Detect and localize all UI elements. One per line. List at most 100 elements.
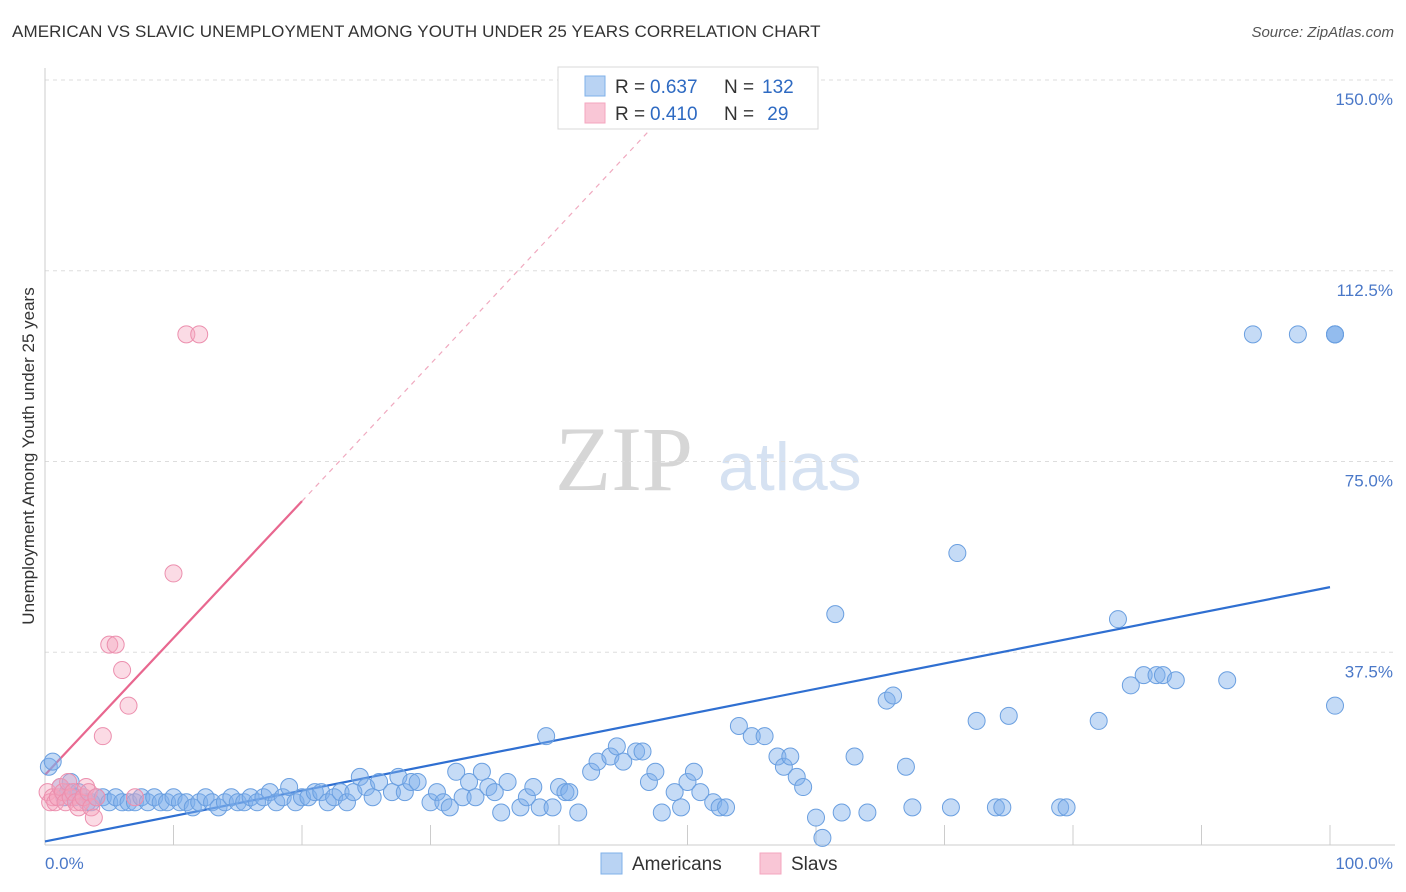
- point-americans-75: [517, 788, 536, 807]
- point-americans-100: [710, 798, 729, 817]
- legend-bottom-slavs: Slavs: [791, 854, 837, 875]
- point-americans-54: [363, 788, 382, 807]
- point-slavs-8: [59, 772, 78, 791]
- point-slavs-27: [177, 325, 196, 344]
- point-americans-95: [672, 798, 691, 817]
- point-americans-110: [807, 808, 825, 827]
- y-tick-label-0: 37.5%: [1345, 662, 1393, 681]
- point-americans-115: [858, 803, 877, 822]
- point-americans-89: [627, 742, 646, 761]
- point-americans-49: [331, 783, 350, 802]
- legend-n-value-americans: 132: [762, 77, 794, 98]
- point-americans-124: [993, 798, 1012, 817]
- point-americans-103: [742, 727, 761, 746]
- point-americans-128: [1089, 711, 1108, 730]
- point-americans-61: [421, 793, 440, 812]
- legend-bottom-swatch-slavs: [759, 852, 782, 875]
- point-americans-137: [1288, 325, 1307, 344]
- point-americans-93: [652, 803, 671, 822]
- y-tick-label-3: 150.0%: [1335, 90, 1393, 109]
- point-americans-94: [665, 783, 684, 802]
- grid-lines: [45, 79, 1395, 653]
- point-slavs-28: [190, 325, 209, 344]
- point-americans-106: [774, 757, 793, 776]
- point-americans-123: [986, 798, 1005, 817]
- point-slavs-12: [69, 798, 88, 817]
- point-americans-81: [556, 783, 575, 802]
- legend-swatch-americans: [584, 75, 606, 97]
- source-label: Source: ZipAtlas.com: [1251, 24, 1394, 41]
- point-americans-120: [941, 798, 960, 817]
- point-slavs-21: [100, 635, 119, 654]
- point-americans-132: [1147, 666, 1166, 685]
- chart-title: AMERICAN VS SLAVIC UNEMPLOYMENT AMONG YO…: [12, 22, 821, 41]
- point-americans-119: [903, 798, 922, 817]
- legend-series: Americans Slavs: [600, 852, 837, 875]
- point-americans-60: [408, 772, 427, 791]
- point-americans-66: [453, 788, 472, 807]
- point-americans-102: [729, 717, 748, 736]
- point-americans-127: [1057, 798, 1076, 817]
- trend-line-slavs-extended: [301, 130, 650, 502]
- point-slavs-14: [74, 788, 93, 807]
- point-slavs-23: [113, 661, 132, 680]
- point-americans-62: [427, 783, 446, 802]
- point-americans-76: [524, 778, 543, 797]
- point-americans-126: [1051, 798, 1070, 817]
- point-americans-129: [1108, 610, 1127, 629]
- point-americans-140: [1326, 325, 1344, 344]
- legend-n-label-americans: N =: [724, 77, 754, 98]
- point-americans-113: [832, 803, 851, 822]
- point-slavs-20: [93, 727, 112, 746]
- point-americans-122: [967, 711, 986, 730]
- point-americans-109: [794, 778, 813, 797]
- y-tick-label-2: 112.5%: [1337, 281, 1393, 300]
- point-americans-55: [370, 772, 389, 791]
- point-americans-41: [280, 778, 299, 797]
- point-americans-130: [1121, 676, 1140, 695]
- point-americans-91: [639, 772, 658, 791]
- point-americans-107: [781, 747, 800, 766]
- legend-r-label-slavs: R =: [615, 104, 645, 125]
- point-americans-69: [472, 762, 491, 781]
- point-americans-73: [498, 772, 517, 791]
- point-americans-101: [717, 798, 736, 817]
- trend-line-slavs: [44, 500, 303, 776]
- point-americans-118: [896, 757, 915, 776]
- watermark-zip: ZIP: [555, 408, 693, 510]
- x-tick-label-0: 0.0%: [45, 854, 84, 873]
- point-americans-135: [1218, 671, 1237, 690]
- legend-n-label-slavs: N =: [724, 104, 754, 125]
- point-americans-134: [1166, 671, 1185, 690]
- point-americans-90: [633, 742, 652, 761]
- point-americans-88: [614, 752, 633, 771]
- point-americans-114: [845, 747, 864, 766]
- legend-r-value-slavs: 0.410: [650, 104, 698, 125]
- point-slavs-9: [61, 788, 80, 807]
- point-americans-67: [460, 772, 479, 791]
- point-americans-52: [350, 767, 369, 786]
- point-americans-125: [999, 706, 1018, 725]
- point-americans-97: [684, 762, 703, 781]
- point-americans-64: [440, 798, 459, 817]
- point-slavs-26: [164, 564, 183, 583]
- watermark-atlas: atlas: [718, 429, 862, 505]
- point-americans-74: [511, 798, 530, 817]
- point-americans-65: [447, 762, 466, 781]
- point-americans-79: [543, 798, 562, 817]
- y-axis-label: Unemployment Among Youth under 25 years: [19, 287, 38, 624]
- point-americans-71: [485, 783, 504, 802]
- point-americans-136: [1243, 325, 1262, 344]
- point-americans-121: [948, 544, 967, 563]
- point-americans-112: [826, 605, 845, 624]
- point-slavs-17: [82, 798, 101, 817]
- point-slavs-24: [119, 696, 138, 715]
- legend-bottom-swatch-americans: [600, 852, 623, 875]
- point-americans-56: [382, 783, 401, 802]
- point-americans-87: [607, 737, 626, 756]
- legend-r-value-americans: 0.637: [650, 77, 698, 98]
- point-americans-82: [560, 783, 579, 802]
- point-americans-59: [402, 772, 421, 791]
- legend-stats: R = 0.637 N = 132 R = 0.410 N = 29: [557, 66, 819, 130]
